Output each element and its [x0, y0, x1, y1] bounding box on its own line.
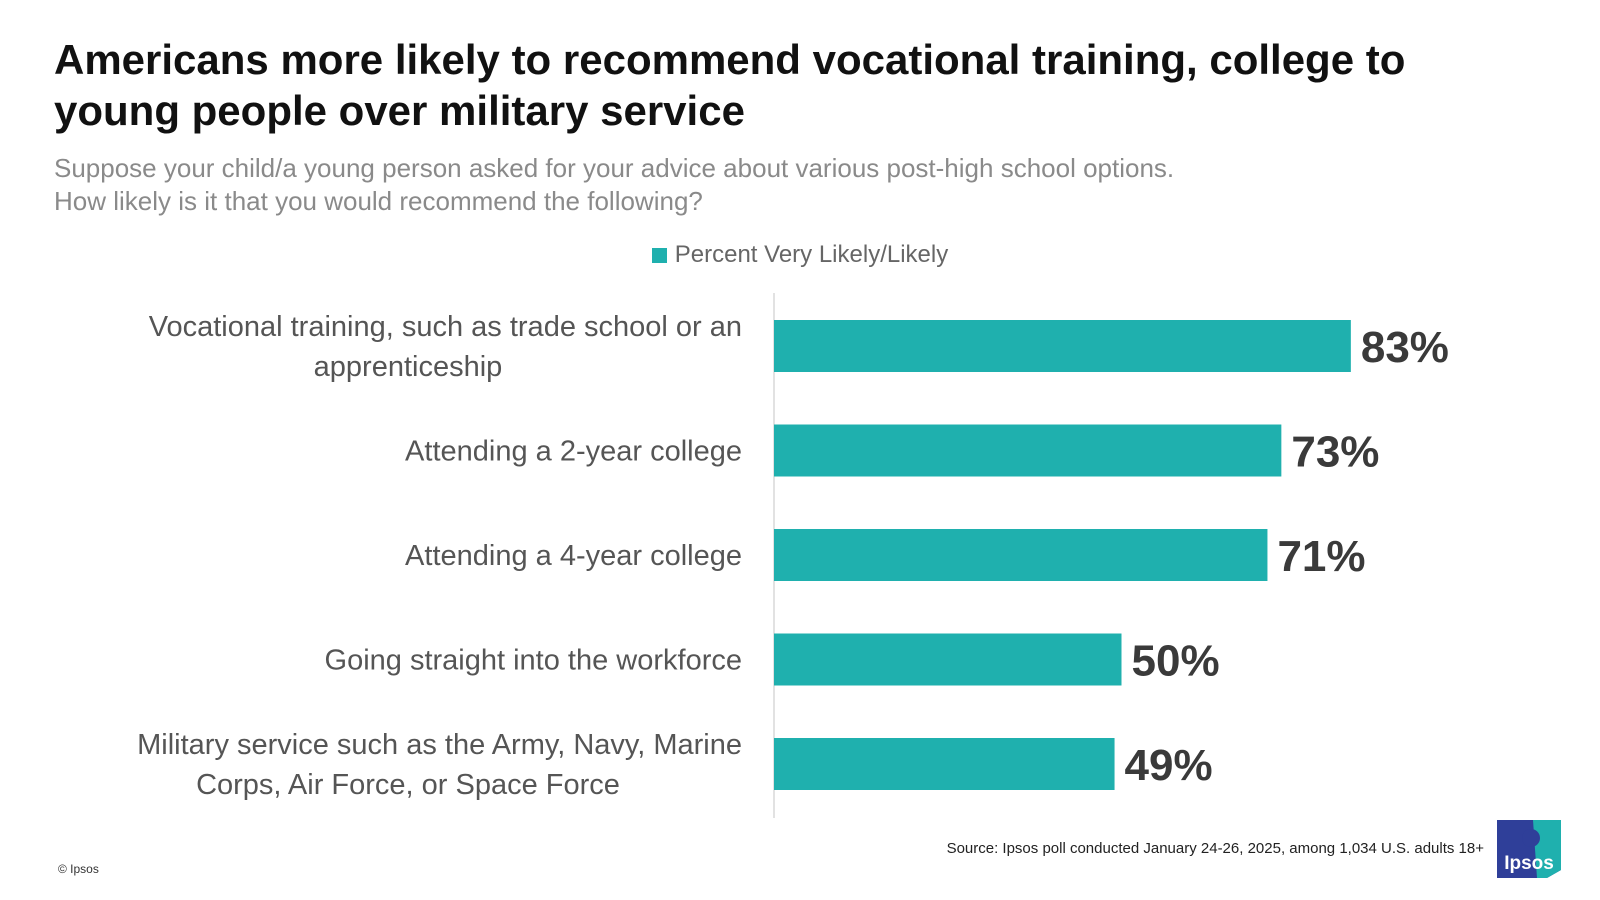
bar	[774, 738, 1115, 790]
chart-subtitle: Suppose your child/a young person asked …	[54, 152, 1454, 218]
bar-value-label: 83%	[1361, 323, 1449, 372]
legend-label: Percent Very Likely/Likely	[674, 241, 949, 268]
category-label: Going straight into the workforce	[325, 645, 742, 677]
category-label: Attending a 4-year college	[405, 540, 742, 572]
category-label: Vocational training, such as trade schoo…	[149, 311, 742, 343]
source-note: Source: Ipsos poll conducted January 24-…	[946, 840, 1484, 857]
chart-legend: Percent Very Likely/Likely	[0, 241, 1600, 269]
category-label: Attending a 2-year college	[405, 436, 742, 468]
category-label: Military service such as the Army, Navy,…	[137, 729, 742, 761]
subtitle-line-2: How likely is it that you would recommen…	[54, 186, 703, 216]
bar	[774, 633, 1122, 686]
logo-head-shape	[1522, 829, 1540, 847]
bar-value-label: 73%	[1291, 428, 1379, 477]
chart-title: Americans more likely to recommend vocat…	[54, 36, 1406, 134]
bar-value-label: 71%	[1277, 532, 1365, 581]
subtitle-line-1: Suppose your child/a young person asked …	[54, 153, 1175, 183]
category-label: Corps, Air Force, or Space Force	[196, 769, 620, 801]
copyright-note: © Ipsos	[58, 862, 99, 876]
legend-swatch	[651, 247, 667, 263]
bar-value-label: 49%	[1125, 741, 1213, 790]
bar-value-label: 50%	[1132, 637, 1220, 686]
bar	[774, 529, 1268, 581]
category-label: apprenticeship	[314, 351, 503, 383]
ipsos-logo: Ipsos	[1497, 820, 1561, 878]
bar	[774, 320, 1351, 372]
logo-accent-shape	[1533, 820, 1561, 878]
bar	[774, 424, 1282, 477]
logo-text: Ipsos	[1504, 853, 1554, 874]
